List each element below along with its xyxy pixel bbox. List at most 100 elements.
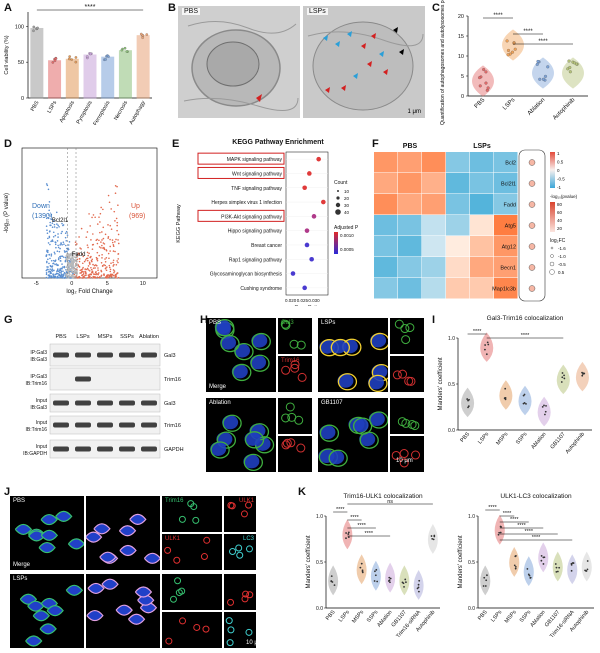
bubble — [528, 180, 536, 187]
point-up — [104, 276, 107, 279]
point-down — [50, 215, 52, 217]
y-axis-label: Manders' coefficient — [438, 357, 444, 410]
data-point — [560, 381, 563, 383]
heatmap-cell — [374, 152, 398, 173]
y-axis-label: Manders' coefficient — [306, 535, 312, 588]
channel-label: ULK1 — [165, 536, 181, 542]
group-label: PBS — [403, 143, 418, 150]
violin-ssps — [523, 556, 534, 587]
point-up — [100, 241, 102, 243]
point-ns — [67, 263, 70, 265]
up-label: Up — [131, 203, 140, 210]
target-label: Gal3 — [164, 401, 176, 407]
y-tick-label: 15 — [458, 34, 464, 40]
y-tick-label: 0 — [21, 96, 24, 102]
em-arrow — [325, 87, 330, 93]
point-down — [57, 264, 59, 266]
p-label: 80 — [557, 202, 563, 207]
point-up — [103, 247, 106, 250]
panel-letter-j: J — [4, 486, 11, 498]
blot-band — [53, 400, 69, 406]
y-tick-label: 0.5 — [468, 560, 475, 566]
point-ns — [67, 268, 69, 271]
point-down — [54, 252, 56, 255]
scale-label: 1 — [557, 151, 560, 156]
point-ns — [71, 264, 74, 267]
point-down — [47, 277, 50, 279]
point-down — [59, 275, 62, 278]
point-up — [116, 260, 118, 262]
point-up — [83, 260, 86, 263]
heatmap-cell — [470, 173, 494, 194]
data-point — [543, 404, 545, 407]
x-tick-label: LSPs — [502, 97, 516, 111]
point-down — [60, 232, 63, 235]
point-up — [98, 246, 101, 248]
data-point — [359, 566, 362, 569]
data-point — [546, 65, 550, 69]
point-up — [102, 247, 104, 249]
point-up — [80, 227, 83, 230]
bar-apoptosis — [65, 58, 79, 99]
point-down — [50, 224, 52, 227]
point-up — [77, 252, 80, 255]
point-up — [103, 273, 105, 275]
data-point — [513, 564, 516, 567]
scale-bar — [550, 152, 555, 188]
point-up — [114, 220, 116, 222]
data-point — [582, 372, 585, 375]
point-down — [58, 269, 61, 272]
data-point — [389, 577, 392, 580]
data-point — [431, 537, 434, 540]
data-point — [141, 36, 144, 39]
point-ns — [71, 260, 74, 263]
data-point — [542, 563, 545, 565]
point-up — [113, 271, 115, 274]
point-up — [101, 231, 103, 233]
data-point — [345, 532, 347, 534]
point-ns — [69, 267, 72, 270]
pathway-dot — [311, 214, 317, 219]
point-down — [58, 271, 61, 274]
em-arrow — [367, 61, 372, 67]
blot-label: IB:Trim16 — [26, 427, 48, 433]
point-ns — [71, 266, 73, 269]
data-point — [513, 47, 517, 51]
point-up — [117, 261, 119, 264]
point-down — [65, 271, 68, 273]
x-tick-label: MSPs — [504, 609, 518, 624]
point-down — [65, 239, 68, 242]
point-ns — [72, 261, 75, 264]
point-down — [60, 273, 63, 275]
point-up — [107, 274, 109, 276]
heatmap-cell — [374, 257, 398, 278]
bar-ferroptosis — [101, 56, 115, 99]
micro-channel-lc3 — [224, 612, 256, 648]
panel-letter-i: I — [432, 314, 436, 326]
data-point — [486, 86, 490, 90]
point-down — [47, 266, 49, 268]
x-tick-label: MSPs — [495, 431, 509, 446]
data-point — [505, 39, 509, 43]
sig-label: **** — [538, 39, 548, 45]
point-down — [45, 183, 48, 185]
heatmap-cell — [494, 215, 518, 236]
point-ns — [71, 263, 73, 265]
legend-p-label: 0.0005 — [340, 247, 354, 252]
data-point — [74, 60, 78, 64]
y-axis-label: Quantification of autophagosomes and aut… — [440, 0, 446, 125]
data-point — [139, 32, 143, 36]
gene-label: Atg5 — [505, 224, 516, 230]
data-point — [484, 585, 487, 587]
point-ns — [69, 254, 72, 257]
point-up — [94, 216, 96, 219]
pathway-dot — [321, 199, 326, 205]
em-arrow — [335, 41, 340, 47]
heatmap-cell — [446, 215, 470, 236]
sig-label: **** — [517, 523, 526, 529]
point-up — [102, 237, 105, 240]
point-up — [117, 204, 119, 207]
point-up — [88, 269, 91, 272]
heatmap-cell — [398, 173, 422, 194]
point-down — [61, 263, 63, 265]
